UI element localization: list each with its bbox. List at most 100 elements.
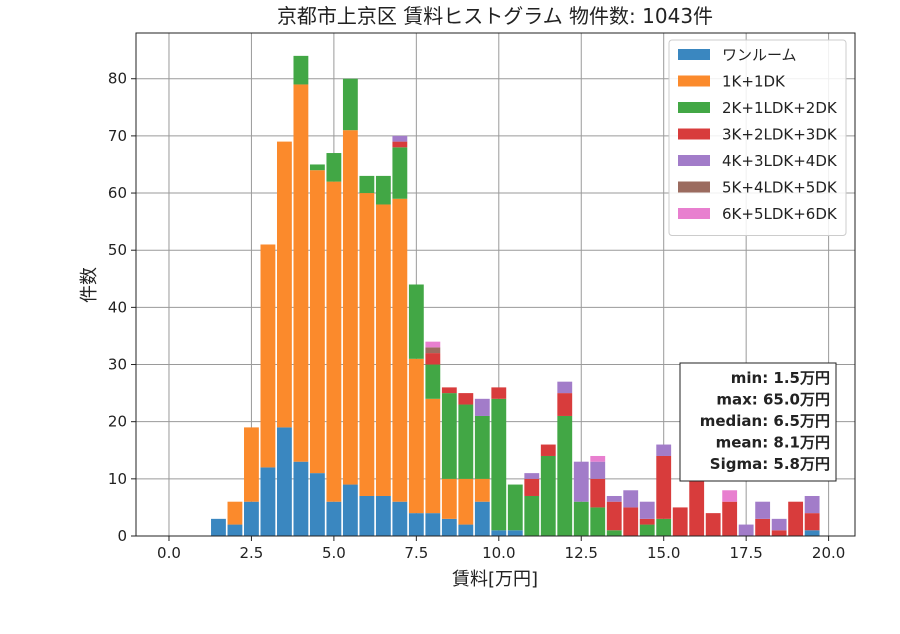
bar-s6-x23 [590, 455, 606, 462]
bar-s0-x2 [244, 501, 259, 536]
plot-frame [135, 32, 856, 537]
stats-line: Sigma: 5.8万円 [710, 455, 830, 473]
bar-s1-x10 [375, 204, 391, 496]
bar-s0-x8 [342, 484, 358, 536]
bar-s0-x12 [408, 513, 424, 536]
bar-s2-x16 [474, 415, 490, 479]
stats-line: min: 1.5万円 [731, 369, 830, 387]
bar-s2-x17 [491, 398, 507, 531]
bar-s2-x23 [590, 507, 606, 536]
bar-s3-x28 [672, 507, 688, 536]
bar-s0-x16 [474, 501, 490, 536]
bar-s2-x24 [606, 530, 622, 536]
y-tick-label: 10 [108, 470, 127, 488]
legend-label: 6K+5LDK+6DK [722, 205, 838, 223]
bar-s2-x8 [342, 78, 358, 131]
bar-s1-x15 [458, 478, 474, 525]
x-tick-label: 12.5 [565, 544, 598, 562]
bar-s4-x36 [804, 495, 820, 514]
legend: ワンルーム 1K+1DK 2K+1LDK+2DK 3K+2LDK+3DK 4K+3LDK… [668, 39, 847, 236]
bar-s2-x12 [408, 284, 424, 359]
legend-swatch-5 [678, 181, 710, 193]
bar-s1-x9 [359, 193, 375, 496]
bar-s0-x17 [491, 530, 507, 536]
legend-label: 2K+1LDK+2DK [722, 99, 838, 117]
legend-label: 1K+1DK [722, 73, 786, 91]
y-tick-label: 50 [108, 241, 127, 259]
legend-swatch-2 [678, 102, 710, 113]
bar-s1-x5 [293, 84, 309, 462]
bar-s3-x20 [540, 444, 556, 456]
bar-s3-x36 [804, 513, 820, 531]
bar-s1-x13 [425, 398, 441, 514]
x-tick-label: 2.5 [240, 544, 264, 562]
bar-s2-x15 [458, 404, 474, 479]
bar-s4-x24 [606, 495, 622, 502]
legend-frame [668, 39, 847, 236]
y-tick-label: 70 [108, 127, 127, 145]
bar-s5-x13 [425, 347, 441, 354]
x-axis-ticks: 0.0 2.5 5.0 7.5 10.0 12.5 15.0 17.5 20.0 [157, 536, 845, 562]
bar-s4-x21 [557, 381, 573, 394]
x-tick-label: 5.0 [322, 544, 346, 562]
bar-s0-x15 [458, 524, 474, 536]
bar-s1-x16 [474, 478, 490, 502]
x-tick-label: 7.5 [404, 544, 428, 562]
y-tick-label: 40 [108, 298, 127, 316]
bar-s2-x13 [425, 364, 441, 399]
stats-line: median: 6.5万円 [700, 412, 830, 430]
legend-label: 4K+3LDK+4DK [722, 152, 838, 170]
bar-s3-x27 [656, 455, 672, 519]
bar-s3-x29 [689, 478, 705, 536]
bar-s0-x9 [359, 495, 375, 536]
bar-s4-x22 [573, 461, 589, 502]
bar-s3-x24 [606, 501, 622, 531]
legend-label: ワンルーム [722, 46, 797, 64]
bar-s2-x26 [639, 524, 655, 536]
bar-s4-x26 [639, 501, 655, 519]
y-tick-label: 60 [108, 184, 127, 202]
x-tick-label: 20.0 [812, 544, 845, 562]
bar-s2-x14 [441, 393, 457, 479]
bar-s2-x9 [359, 175, 375, 194]
bar-s0-x5 [293, 461, 309, 536]
legend-swatch-4 [678, 155, 710, 166]
bar-s4-x19 [524, 473, 540, 479]
bar-s0-x36 [804, 530, 820, 536]
bar-s3-x17 [491, 387, 507, 399]
bar-s2-x21 [557, 415, 573, 536]
bar-s4-x25 [623, 490, 639, 508]
bar-s0-x14 [441, 518, 457, 536]
bar-s2-x5 [293, 55, 309, 85]
bar-s3-x13 [425, 353, 441, 365]
bar-s2-x19 [524, 495, 540, 536]
bar-s2-x27 [656, 518, 672, 536]
bar-s0-x3 [260, 467, 276, 536]
legend-swatch-6 [678, 208, 710, 219]
bar-s3-x26 [639, 518, 655, 525]
bar-s3-x11 [392, 141, 408, 148]
bar-s2-x20 [540, 455, 556, 536]
bar-s0-x1 [227, 524, 243, 536]
bar-s6-x31 [722, 490, 738, 502]
y-tick-label: 30 [108, 356, 127, 374]
bars-group [211, 55, 820, 536]
stats-line: mean: 8.1万円 [716, 434, 830, 452]
bar-s4-x33 [755, 501, 771, 519]
bar-s4-x27 [656, 444, 672, 456]
bar-s0-x6 [309, 473, 325, 536]
x-tick-label: 15.0 [647, 544, 680, 562]
bar-s1-x12 [408, 358, 424, 514]
x-tick-label: 10.0 [482, 544, 515, 562]
bar-s0-x18 [507, 530, 523, 536]
bar-s0-x11 [392, 501, 408, 536]
bar-s0-x7 [326, 501, 342, 536]
bar-s2-x22 [573, 501, 589, 536]
legend-label: 3K+2LDK+3DK [722, 126, 838, 144]
bar-s1-x7 [326, 181, 342, 502]
y-axis-ticks: 0 10 20 30 40 50 60 70 80 [108, 70, 136, 545]
bar-s2-x10 [375, 175, 391, 205]
bar-s3-x21 [557, 393, 573, 416]
